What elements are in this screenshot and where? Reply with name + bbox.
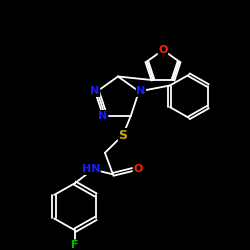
Text: O: O [133,164,142,174]
Text: O: O [158,45,168,55]
Text: N: N [98,110,108,120]
Text: N: N [136,86,145,97]
Text: HN: HN [82,164,100,174]
Text: N: N [90,86,100,97]
Text: F: F [71,240,79,250]
Text: S: S [118,129,128,142]
